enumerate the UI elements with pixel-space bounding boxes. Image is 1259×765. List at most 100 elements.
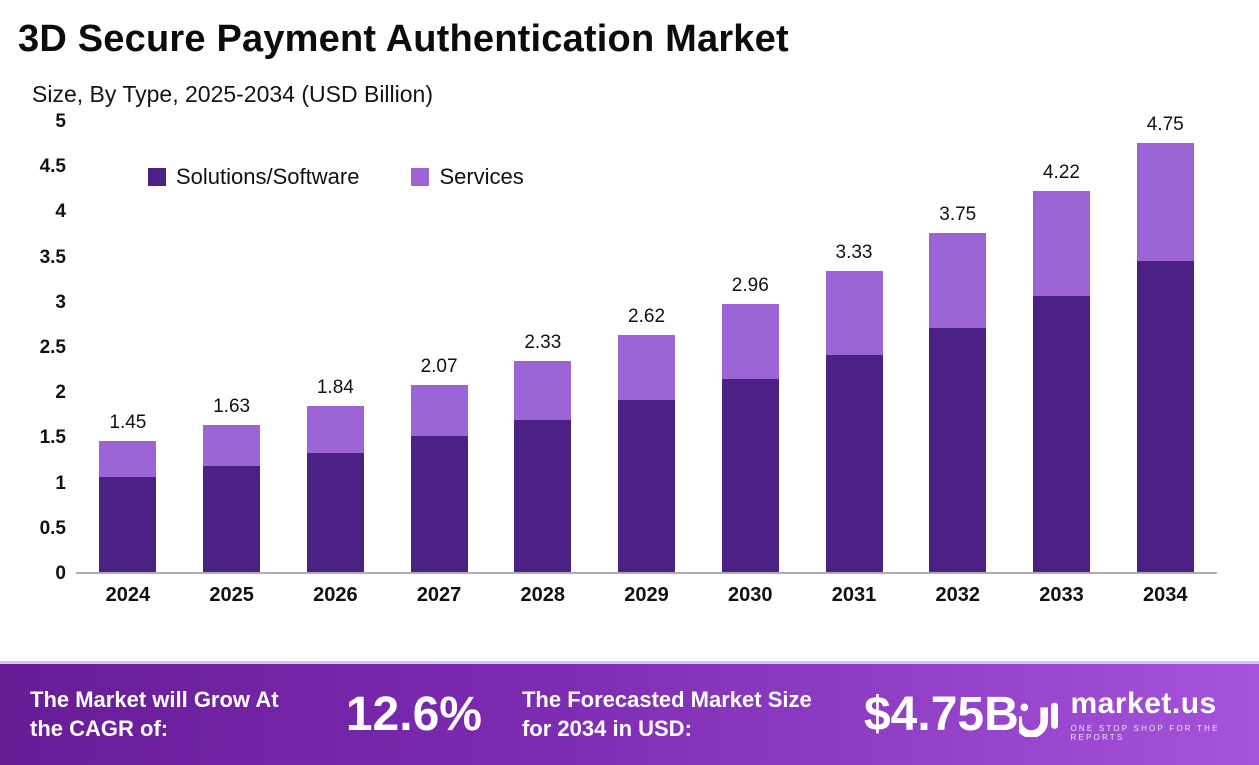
bar-stack	[618, 335, 676, 572]
bar-slot-2032: 3.75	[906, 122, 1010, 572]
x-axis-label-2029: 2029	[624, 584, 669, 606]
y-tick-label: 2	[55, 382, 66, 404]
legend: Solutions/Software Services	[148, 164, 524, 190]
bar-stack	[514, 361, 572, 572]
chart-header: 3D Secure Payment Authentication Market …	[0, 0, 1259, 108]
bar-segment-services	[410, 384, 468, 437]
legend-swatch-solutions	[148, 168, 166, 186]
legend-item-solutions: Solutions/Software	[148, 164, 359, 190]
bar-total-label: 2.07	[420, 355, 458, 377]
cagr-value: 12.6%	[345, 688, 482, 741]
forecast-value: $4.75B	[863, 688, 1019, 741]
bar-total-label: 1.63	[213, 395, 251, 417]
chart-subtitle: Size, By Type, 2025-2034 (USD Billion)	[32, 81, 433, 107]
bar-total-label: 2.33	[524, 332, 562, 354]
bar-total-label: 4.22	[1042, 161, 1080, 183]
y-axis: 0 0.5 1 1.5 2 2.5 3 3.5 4 4.5 5	[28, 111, 76, 584]
bar-slot-2029: 2.62	[595, 122, 699, 572]
x-axis-label-2027: 2027	[416, 584, 462, 606]
bar-total-label: 2.96	[731, 275, 769, 297]
bar-segment-solutions	[410, 436, 468, 572]
x-axis-label-2033: 2033	[1039, 584, 1084, 606]
bar-stack	[410, 384, 468, 572]
y-tick-label: 0.5	[39, 517, 66, 539]
marketus-logo: market.us ONE STOP SHOP FOR THE REPORTS	[1018, 687, 1229, 742]
bar-total-label: 3.75	[939, 204, 977, 226]
bar-segment-solutions	[306, 452, 364, 572]
y-tick-label: 3.5	[39, 246, 66, 268]
bar-slot-2028: 2.33	[491, 122, 595, 572]
bar-total-label: 1.84	[316, 376, 354, 398]
bar-segment-solutions	[203, 466, 261, 572]
bar-total-label: 2.62	[628, 306, 666, 328]
bar-segment-solutions	[618, 400, 676, 572]
legend-label-solutions: Solutions/Software	[176, 164, 360, 189]
y-tick-label: 3	[55, 291, 66, 313]
bar-segment-solutions	[99, 477, 157, 572]
chart-area: 0 0.5 1 1.5 2 2.5 3 3.5 4 4.5 5 1.45 1.63 1.84 2.07 2.…	[0, 108, 1259, 584]
bar-segment-services	[1136, 142, 1194, 262]
legend-swatch-services	[411, 168, 430, 186]
y-tick-label: 5	[55, 111, 66, 132]
bar-segment-services	[203, 424, 261, 467]
y-tick-label: 4	[55, 201, 66, 223]
bar-slot-2030: 2.96	[698, 122, 802, 572]
bar-stack	[99, 440, 157, 572]
bar-segment-services	[929, 233, 987, 328]
legend-item-services: Services	[411, 164, 524, 190]
x-axis-label-2032: 2032	[935, 584, 980, 606]
bar-slot-2033: 4.22	[1010, 122, 1114, 572]
bar-total-label: 4.75	[1146, 113, 1184, 135]
forecast-label: The Forecasted Market Size for 2034 in U…	[521, 686, 812, 741]
cagr-label: The Market will Grow At the CAGR of:	[30, 686, 279, 741]
bar-total-label: 3.33	[835, 241, 873, 263]
x-axis-label-2031: 2031	[831, 584, 877, 606]
bar-slot-2031: 3.33	[802, 122, 906, 572]
page-title: 3D Secure Payment Authentication Market	[18, 18, 789, 60]
bar-slot-2024: 1.45	[76, 122, 180, 572]
bar-stack	[929, 233, 987, 572]
plot-area: 1.45 1.63 1.84 2.07 2.33 2.62 2.96 3.33 3.75 4.22…	[76, 114, 1217, 574]
y-tick-label: 4.5	[39, 156, 66, 178]
bar-segment-solutions	[825, 355, 883, 572]
bar-stack	[1136, 142, 1194, 572]
bar-stack	[203, 424, 261, 572]
bar-stack	[825, 270, 883, 572]
y-tick-label: 1	[55, 472, 66, 494]
logo-text: market.us ONE STOP SHOP FOR THE REPORTS	[1070, 687, 1229, 742]
bar-stack	[306, 405, 364, 572]
x-axis-label-2026: 2026	[313, 584, 358, 606]
bar-slot-2027: 2.07	[387, 122, 491, 572]
marketus-icon	[1018, 702, 1058, 737]
logo-name: market.us	[1070, 687, 1217, 720]
bar-segment-services	[825, 270, 883, 356]
bars-container: 1.45 1.63 1.84 2.07 2.33 2.62 2.96 3.33 3.75 4.22…	[76, 114, 1217, 572]
bar-segment-services	[618, 335, 676, 401]
y-tick-label: 2.5	[39, 337, 66, 358]
bar-segment-solutions	[514, 420, 572, 572]
x-axis-label-2025: 2025	[209, 584, 254, 606]
bar-segment-solutions	[1032, 296, 1090, 572]
x-axis-label-2034: 2034	[1142, 584, 1188, 606]
bar-segment-services	[1032, 190, 1090, 297]
footer-banner: The Market will Grow At the CAGR of: 12.…	[0, 661, 1259, 765]
logo-tagline: ONE STOP SHOP FOR THE REPORTS	[1070, 724, 1220, 742]
bar-total-label: 1.45	[109, 411, 147, 433]
y-tick-label: 1.5	[39, 427, 66, 449]
x-axis-label-2028: 2028	[520, 584, 566, 606]
bar-slot-2026: 1.84	[283, 122, 387, 572]
bar-segment-services	[514, 361, 572, 421]
x-axis-label-2024: 2024	[105, 584, 151, 606]
bar-slot-2025: 1.63	[180, 122, 284, 572]
bar-segment-services	[721, 304, 779, 380]
bar-segment-services	[99, 440, 157, 478]
bar-segment-solutions	[1136, 261, 1194, 572]
bar-segment-services	[306, 405, 364, 453]
y-tick-label: 0	[55, 563, 66, 584]
bar-slot-2034: 4.75	[1113, 114, 1217, 572]
x-axis-labels: 2024 2025 2026 2027 2028 2029 2030 2031 2032 2033…	[0, 574, 1259, 607]
legend-label-services: Services	[439, 164, 524, 189]
bar-segment-solutions	[721, 379, 779, 572]
bar-stack	[721, 304, 779, 572]
x-axis-label-2030: 2030	[728, 584, 773, 606]
